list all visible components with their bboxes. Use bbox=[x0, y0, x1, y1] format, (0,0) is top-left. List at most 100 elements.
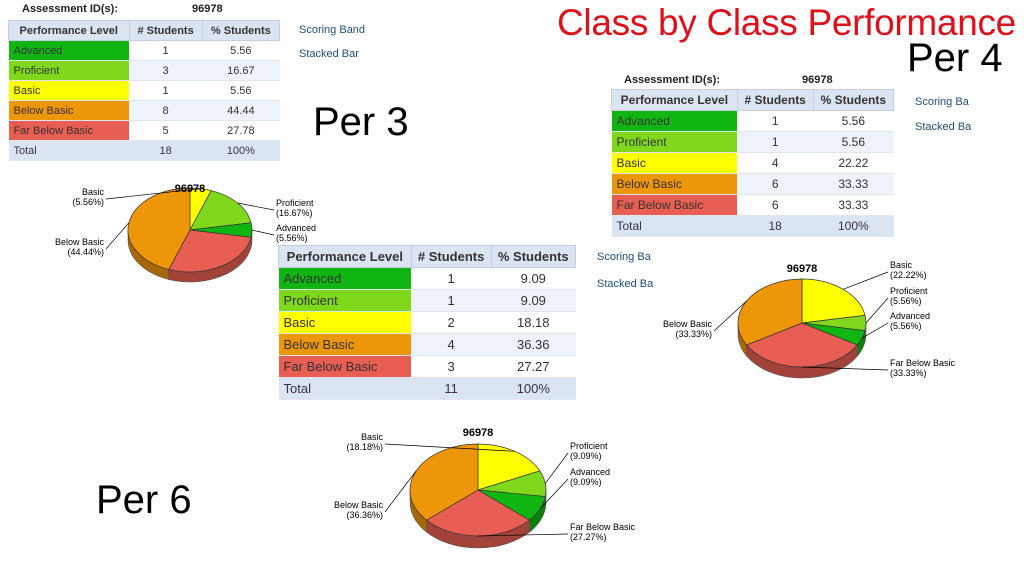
pie-slice-label: Far Below Basic bbox=[890, 358, 956, 368]
count-cell: 6 bbox=[737, 173, 814, 195]
per3-column-header: Performance Level bbox=[8, 20, 130, 41]
per4-table-row: Basic 4 22.22 bbox=[611, 152, 894, 174]
pie-slice-label: Below Basic bbox=[55, 237, 105, 247]
per6-table-row: Advanced 1 9.09 bbox=[278, 267, 576, 290]
per3-table-row: Below Basic 8 44.44 bbox=[8, 100, 280, 121]
per4-total-row: Total 18 100% bbox=[611, 215, 894, 237]
pie-slice-percent: (27.27%) bbox=[570, 532, 607, 542]
per3-assessment-id: 96978 bbox=[192, 3, 223, 15]
per3-column-header: # Students bbox=[128, 20, 203, 41]
percent-cell: 44.44 bbox=[202, 100, 280, 121]
leader-line bbox=[105, 188, 201, 200]
total-label-cell: Total bbox=[611, 215, 738, 237]
pie-slice-label: Below Basic bbox=[663, 319, 713, 329]
percent-cell: 5.56 bbox=[202, 80, 280, 101]
per4-performance-table: Performance Level # Students% Students Adv… bbox=[611, 89, 895, 237]
percent-cell: 33.33 bbox=[813, 173, 894, 195]
level-cell: Below Basic bbox=[278, 333, 412, 356]
pie-slice-label: Basic bbox=[890, 260, 913, 270]
pie-slice-below-basic bbox=[737, 278, 803, 346]
total-count-cell: 18 bbox=[737, 215, 814, 237]
per4-assessment-label: Assessment ID(s): bbox=[624, 74, 720, 86]
pie-title: 96978 bbox=[175, 183, 206, 195]
slide-title: Class by Class Performance bbox=[557, 2, 1016, 43]
level-cell: Proficient bbox=[278, 289, 412, 312]
per3-scoring-band-link[interactable]: Scoring Band bbox=[299, 24, 366, 36]
count-cell: 2 bbox=[411, 311, 492, 334]
pie-slice-percent: (33.33%) bbox=[675, 329, 712, 339]
percent-cell: 16.67 bbox=[202, 60, 280, 81]
level-cell: Below Basic bbox=[611, 173, 738, 195]
pie-slice-percent: (5.56%) bbox=[276, 233, 308, 243]
per3-table-row: Advanced 1 5.56 bbox=[8, 40, 280, 61]
per4-stacked-bar-link[interactable]: Stacked Ba bbox=[915, 121, 972, 133]
pie-slice-basic bbox=[477, 443, 541, 491]
total-count-cell: 11 bbox=[411, 377, 492, 400]
per4-column-header: # Students bbox=[736, 89, 814, 111]
count-cell: 1 bbox=[129, 40, 203, 61]
per6-table-row: Basic 2 18.18 bbox=[278, 311, 576, 334]
leader-line bbox=[251, 229, 275, 236]
pie-slice-percent: (5.56%) bbox=[72, 197, 104, 207]
per6-total-row: Total 11 100% bbox=[278, 377, 576, 400]
level-cell: Basic bbox=[611, 152, 738, 174]
pie-slice-label: Proficient bbox=[570, 441, 608, 451]
count-cell: 6 bbox=[737, 194, 814, 216]
per6-stacked-bar-link[interactable]: Stacked Ba bbox=[597, 278, 654, 290]
per4-table-row: Proficient 1 5.56 bbox=[611, 131, 894, 153]
per6-scoring-band-link[interactable]: Scoring Ba bbox=[597, 251, 651, 263]
per4-scoring-band-link[interactable]: Scoring Ba bbox=[915, 96, 969, 108]
per3-performance-table: Performance Level # Students% Students Adv… bbox=[8, 20, 281, 161]
pie-slice-label: Below Basic bbox=[334, 500, 384, 510]
pie-slice-far-below-basic bbox=[745, 322, 858, 368]
pie-slice-label: Advanced bbox=[890, 311, 930, 321]
per3-label: Per 3 bbox=[313, 100, 409, 144]
percent-cell: 9.09 bbox=[491, 289, 576, 312]
per6-header-row: Performance Level # Students% Students bbox=[278, 245, 577, 268]
per3-table-row: Proficient 3 16.67 bbox=[8, 60, 280, 81]
total-pct-cell: 100% bbox=[813, 215, 894, 237]
percent-cell: 5.56 bbox=[813, 131, 894, 153]
per6-label: Per 6 bbox=[96, 478, 192, 522]
pie-slice-percent: (9.09%) bbox=[570, 477, 602, 487]
percent-cell: 36.36 bbox=[491, 333, 576, 356]
total-label-cell: Total bbox=[278, 377, 412, 400]
pie-slice-basic bbox=[801, 278, 866, 324]
pie-slice-label: Basic bbox=[361, 432, 384, 442]
per3-header-row: Performance Level # Students% Students bbox=[8, 20, 281, 41]
pie-slice-percent: (36.36%) bbox=[346, 510, 383, 520]
per4-pie-chart: 96978 Basic(22.22%)Proficient(5.56%)Advan… bbox=[663, 260, 956, 379]
per4-column-header: % Students bbox=[812, 89, 895, 111]
percent-cell: 5.56 bbox=[813, 110, 894, 132]
leader-line bbox=[477, 533, 569, 537]
leader-line bbox=[384, 443, 515, 452]
level-cell: Basic bbox=[278, 311, 412, 334]
pie-slice-label: Basic bbox=[82, 187, 105, 197]
percent-cell: 33.33 bbox=[813, 194, 894, 216]
pie-slice-percent: (33.33%) bbox=[890, 368, 927, 378]
leader-line bbox=[539, 478, 569, 510]
pie-title: 96978 bbox=[463, 427, 494, 439]
per6-performance-table: Performance Level # Students% Students Adv… bbox=[278, 245, 577, 400]
pie-slice-percent: (44.44%) bbox=[67, 247, 104, 257]
pie-slice-below-basic bbox=[127, 187, 191, 270]
per4-column-header: Performance Level bbox=[611, 89, 738, 111]
per6-table-row: Far Below Basic 3 27.27 bbox=[278, 355, 576, 378]
pie-slice-label: Proficient bbox=[890, 286, 928, 296]
count-cell: 3 bbox=[411, 355, 492, 378]
pie-slice-label: Proficient bbox=[276, 198, 314, 208]
pie-slice-label: Far Below Basic bbox=[570, 522, 636, 532]
pie-slice-proficient bbox=[189, 190, 252, 231]
count-cell: 1 bbox=[411, 289, 492, 312]
count-cell: 1 bbox=[737, 110, 814, 132]
leader-line bbox=[865, 297, 889, 324]
leader-line bbox=[237, 202, 275, 211]
percent-cell: 27.78 bbox=[202, 120, 280, 141]
per3-stacked-bar-link[interactable]: Stacked Bar bbox=[299, 48, 359, 60]
pie-slice-percent: (16.67%) bbox=[276, 208, 313, 218]
total-count-cell: 18 bbox=[129, 140, 203, 161]
total-label-cell: Total bbox=[8, 140, 130, 161]
pie-slice-percent: (5.56%) bbox=[890, 321, 922, 331]
pie-slice-label: Advanced bbox=[276, 223, 316, 233]
